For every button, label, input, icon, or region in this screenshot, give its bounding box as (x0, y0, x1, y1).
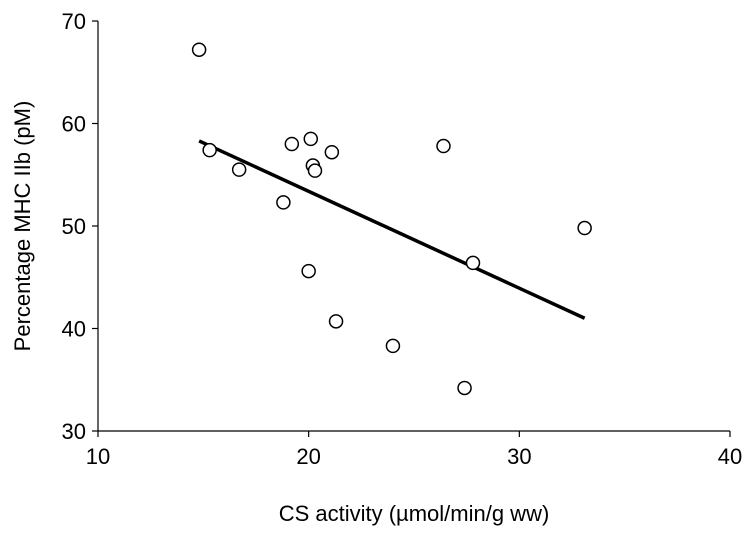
data-point (202, 142, 217, 158)
data-point (457, 380, 472, 396)
data-point (577, 220, 592, 236)
trendline (198, 139, 586, 320)
y-tick-label: 50 (62, 214, 86, 239)
data-points (191, 42, 592, 396)
x-tick-label: 10 (86, 444, 110, 469)
y-tick-label: 70 (62, 9, 86, 34)
data-point (284, 136, 300, 152)
data-point (328, 314, 344, 329)
y-tick-label: 60 (62, 112, 86, 137)
data-point (307, 163, 323, 178)
data-point (191, 42, 207, 57)
data-point (324, 144, 340, 160)
y-axis-title: Percentage MHC IIb (pM) (10, 101, 35, 352)
y-tick-label: 30 (62, 419, 86, 444)
trendline-group (198, 139, 586, 320)
data-point (385, 338, 401, 354)
ticks: 30 40 50 60 70 10 20 30 40 (62, 9, 743, 469)
x-tick-label: 30 (507, 444, 531, 469)
x-axis-title: CS activity (µmol/min/g ww) (279, 501, 550, 526)
x-tick-label: 40 (718, 444, 742, 469)
data-point (303, 131, 319, 147)
data-point (276, 195, 291, 210)
x-tick-label: 20 (296, 444, 320, 469)
data-point (231, 162, 247, 177)
data-point (436, 138, 451, 154)
data-point (301, 263, 316, 279)
y-tick-label: 40 (62, 317, 86, 342)
axes (97, 21, 730, 432)
data-point (465, 255, 481, 271)
